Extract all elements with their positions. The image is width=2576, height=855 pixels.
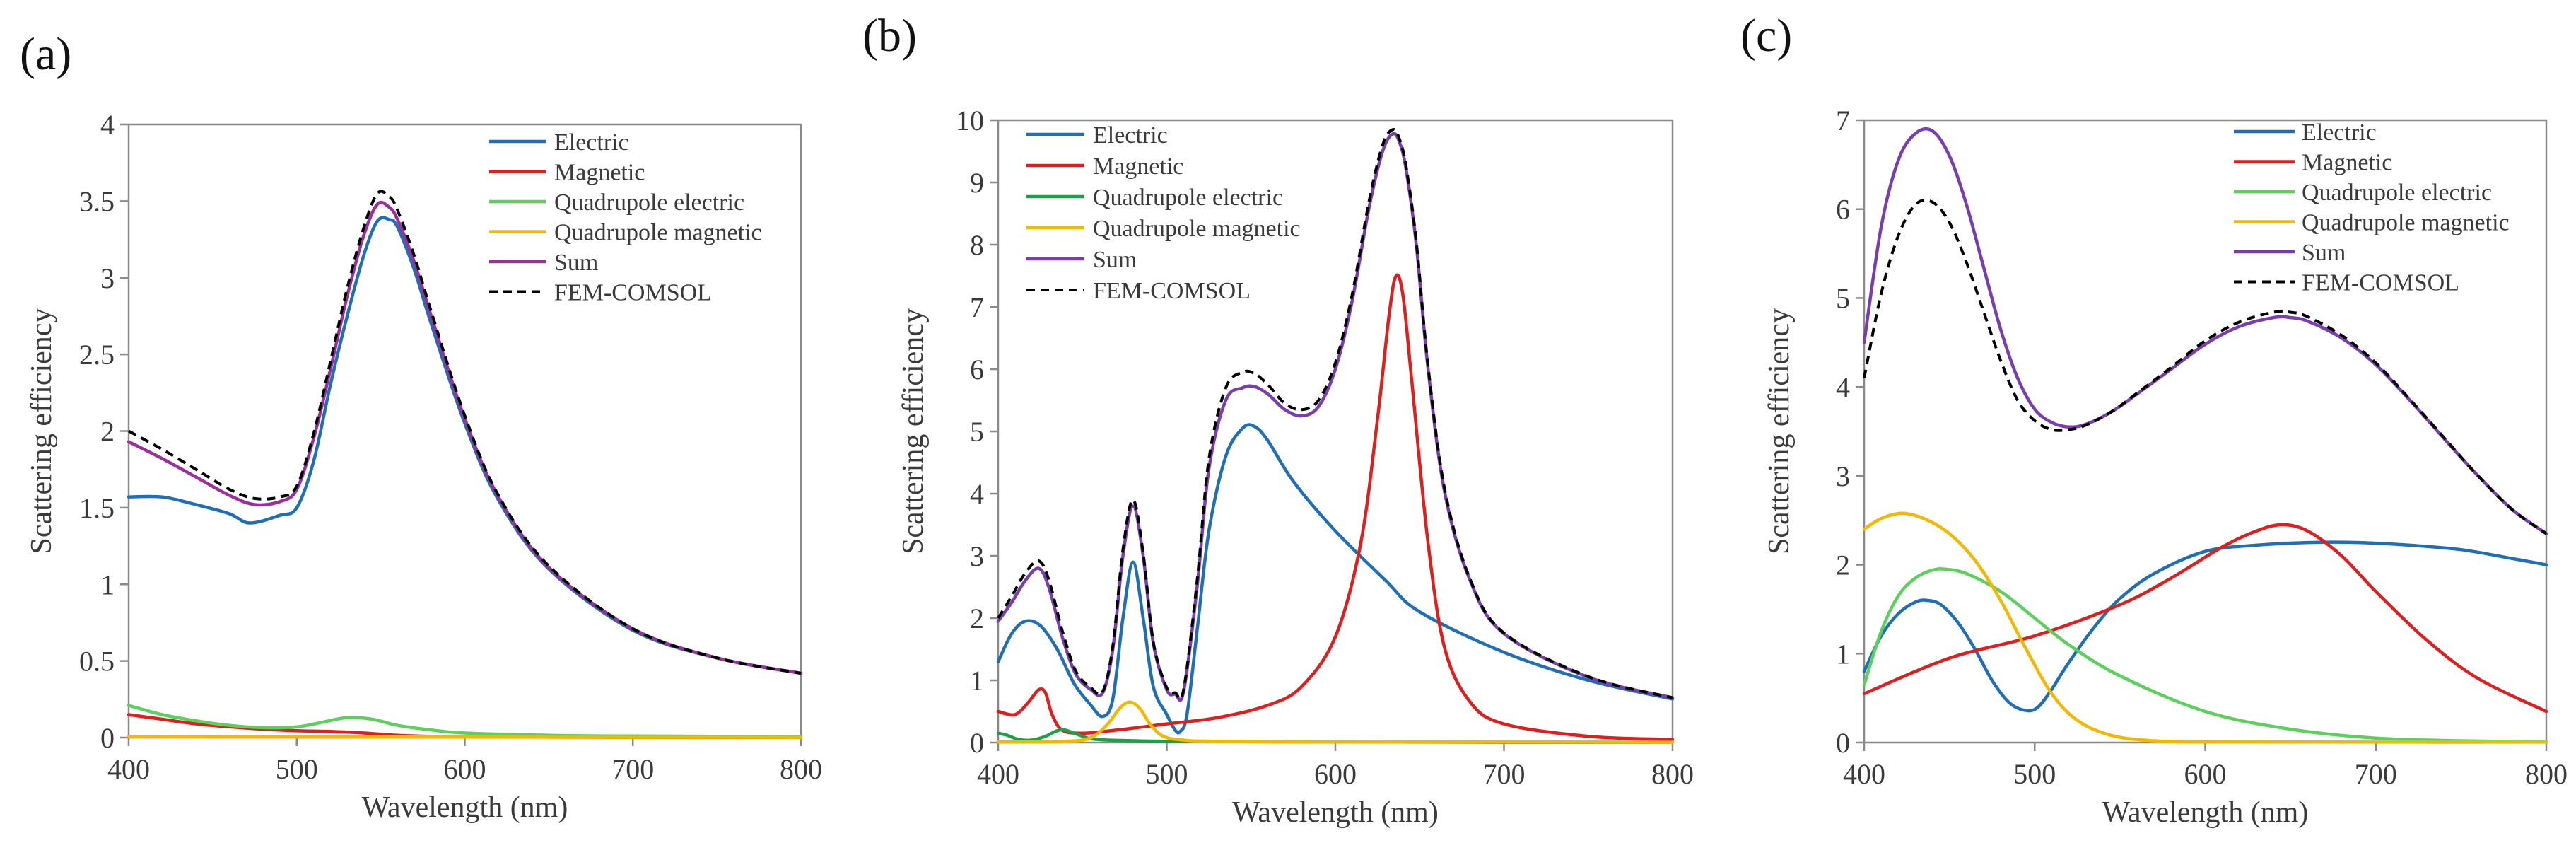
y-axis-title: Scattering efficiency bbox=[25, 308, 58, 554]
x-tick-label: 800 bbox=[780, 753, 822, 785]
y-tick-label: 2 bbox=[1836, 549, 1850, 581]
legend-entry: Quadrupole magnetic bbox=[1093, 216, 1301, 242]
plot-area bbox=[1862, 127, 2548, 744]
legend: Electric Magnetic Quadrupole electric Quadr… bbox=[2234, 120, 2510, 296]
x-tick-label: 700 bbox=[1483, 758, 1526, 790]
y-tick-label: 9 bbox=[970, 167, 984, 199]
legend-entry: Quadrupole electric bbox=[2302, 180, 2492, 206]
x-axis-title: Wavelength (nm) bbox=[1232, 796, 1439, 829]
x-tick-label: 400 bbox=[977, 758, 1019, 790]
series-line-quadrupole-electric bbox=[127, 704, 803, 738]
y-tick-label: 7 bbox=[1836, 105, 1850, 136]
legend-entry: Quadrupole electric bbox=[554, 190, 744, 216]
legend-entry: FEM-COMSOL bbox=[2302, 270, 2459, 296]
y-tick-label: 0 bbox=[970, 727, 984, 759]
plot-frame bbox=[127, 123, 802, 739]
legend-entry: Quadrupole magnetic bbox=[2302, 210, 2510, 236]
x-axis-title: Wavelength (nm) bbox=[362, 791, 568, 824]
y-tick-label: 0 bbox=[1836, 727, 1850, 759]
y-tick-label: 0.5 bbox=[79, 646, 115, 677]
series-line-magnetic bbox=[996, 273, 1675, 741]
series-line-magnetic bbox=[1862, 523, 2548, 714]
y-tick-label: 2 bbox=[970, 603, 984, 634]
series-line-quadrupole-electric bbox=[1862, 567, 2548, 743]
plot-area bbox=[996, 127, 1675, 744]
y-tick-label: 1 bbox=[970, 665, 984, 697]
legend: Electric Magnetic Quadrupole electric Quadr… bbox=[489, 129, 762, 306]
legend-entry: Magnetic bbox=[554, 160, 645, 186]
series-line-sum bbox=[127, 200, 803, 675]
y-tick-label: 4 bbox=[1836, 371, 1850, 403]
legend-entry: Sum bbox=[1093, 247, 1137, 273]
plot-frame bbox=[997, 119, 1674, 744]
series-line-fem-comsol bbox=[1863, 198, 2548, 535]
legend-entry: Magnetic bbox=[2302, 150, 2392, 176]
y-tick-label: 3 bbox=[100, 262, 115, 294]
x-tick-label: 400 bbox=[1843, 758, 1885, 790]
chart-panel-a: (a) 0 0.5 1 1.5 2 2.5 3 3.5 4 400 500 600 700 800 Wavel… bbox=[20, 28, 822, 824]
chart-panel-c: (c) 0 1 2 3 4 5 6 7 400 500 600 700 800 Wavelength (nm… bbox=[1740, 10, 2568, 829]
legend-entry: Quadrupole magnetic bbox=[554, 220, 762, 246]
legend-entry: Electric bbox=[2302, 120, 2377, 146]
y-axis-title: Scattering efficiency bbox=[897, 308, 930, 554]
legend-entry: Sum bbox=[554, 250, 598, 276]
x-tick-label: 500 bbox=[2013, 758, 2056, 790]
y-tick-label: 1 bbox=[1836, 638, 1850, 670]
x-tick-label: 400 bbox=[107, 753, 150, 785]
x-tick-label: 700 bbox=[611, 753, 654, 785]
y-tick-label: 2 bbox=[100, 416, 115, 448]
x-tick-label: 700 bbox=[2355, 758, 2397, 790]
panel-label: (b) bbox=[862, 10, 917, 62]
legend-entry: Electric bbox=[1093, 122, 1168, 149]
y-tick-label: 0 bbox=[100, 722, 115, 754]
y-tick-label: 4 bbox=[970, 478, 984, 510]
x-tick-label: 500 bbox=[1146, 758, 1188, 790]
series-line-quadrupole-magnetic bbox=[996, 700, 1675, 744]
y-tick-label: 6 bbox=[1836, 194, 1850, 226]
y-tick-label: 5 bbox=[1836, 282, 1850, 314]
chart-panel-b: (b) 0 1 2 3 4 5 6 7 8 9 10 400 500 600 700 800 Wavelength… bbox=[862, 10, 1694, 829]
y-tick-label: 5 bbox=[970, 416, 984, 448]
y-tick-label: 4 bbox=[100, 109, 115, 141]
y-tick-label: 3.5 bbox=[79, 185, 115, 217]
x-tick-label: 500 bbox=[276, 753, 318, 785]
legend-entry: Sum bbox=[2302, 240, 2346, 266]
x-tick-label: 800 bbox=[1651, 758, 1694, 790]
x-tick-label: 600 bbox=[2184, 758, 2227, 790]
x-axis-title: Wavelength (nm) bbox=[2102, 796, 2309, 829]
y-tick-label: 3 bbox=[970, 540, 984, 572]
legend: Electric Magnetic Quadrupole electric Quadr… bbox=[1026, 122, 1301, 304]
y-tick-label: 3 bbox=[1836, 460, 1850, 492]
series-line-electric bbox=[1862, 540, 2548, 713]
x-tick-label: 600 bbox=[1314, 758, 1357, 790]
series-line-fem-comsol bbox=[997, 127, 1673, 701]
panel-label: (a) bbox=[20, 28, 71, 80]
y-tick-label: 10 bbox=[956, 105, 984, 136]
x-tick-label: 800 bbox=[2525, 758, 2568, 790]
legend-entry: Electric bbox=[554, 129, 629, 156]
series-line-fem-comsol bbox=[128, 190, 802, 675]
legend-entry: Magnetic bbox=[1093, 153, 1183, 180]
panel-label: (c) bbox=[1740, 10, 1792, 62]
y-tick-label: 2.5 bbox=[79, 339, 115, 371]
legend-entry: Quadrupole electric bbox=[1093, 185, 1283, 211]
series-line-quadrupole-magnetic bbox=[1862, 511, 2548, 744]
y-tick-label: 1 bbox=[100, 569, 115, 600]
series-line-electric bbox=[996, 423, 1675, 735]
legend-entry: FEM-COMSOL bbox=[554, 280, 712, 306]
x-tick-label: 600 bbox=[444, 753, 486, 785]
series-line-quadrupole-magnetic bbox=[127, 735, 803, 740]
y-axis-title: Scattering efficiency bbox=[1763, 308, 1796, 554]
y-tick-label: 6 bbox=[970, 354, 984, 385]
legend-entry: FEM-COMSOL bbox=[1093, 278, 1251, 304]
plot-area bbox=[127, 190, 803, 740]
y-tick-label: 7 bbox=[970, 291, 984, 323]
y-tick-label: 1.5 bbox=[79, 492, 115, 524]
y-tick-label: 8 bbox=[970, 229, 984, 261]
